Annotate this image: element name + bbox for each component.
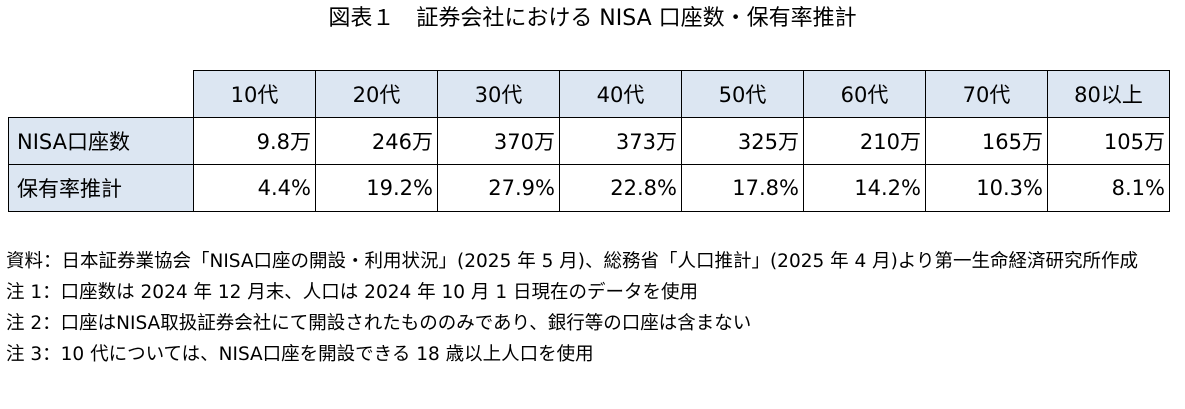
corner-cell — [8, 70, 194, 118]
cell: 19.2% — [315, 164, 438, 212]
cell: 22.8% — [559, 164, 682, 212]
note: 注 1：口座数は 2024 年 12 月末、人口は 2024 年 10 月 1 … — [6, 282, 698, 303]
cell: 105万 — [1047, 117, 1170, 165]
cell: 17.8% — [681, 164, 804, 212]
table-row: NISA口座数 9.8万 246万 370万 373万 325万 210万 165万 105万 — [8, 117, 1170, 165]
note: 注 2：口座はNISA取扱証券会社にて開設されたもののみであり、銀行等の口座は含… — [6, 313, 752, 334]
cell: 4.4% — [193, 164, 316, 212]
column-header: 10代 — [193, 70, 316, 118]
column-header: 80以上 — [1047, 70, 1170, 118]
title: 図表１ 証券会社における NISA 口座数・保有率推計 — [328, 6, 857, 31]
column-header: 20代 — [315, 70, 438, 118]
cell: 9.8万 — [193, 117, 316, 165]
column-header: 50代 — [681, 70, 804, 118]
note: 注 3：10 代については、NISA口座を開設できる 18 歳以上人口を使用 — [6, 344, 594, 365]
data-table: 10代 20代 30代 40代 50代 60代 70代 80以上 NISA口座数 9.8万 246万… — [8, 70, 1170, 212]
row-label: 保有率推計 — [8, 164, 194, 212]
table-row: 保有率推計 4.4% 19.2% 27.9% 22.8% 17.8% 14.2% 10.3% 8… — [8, 164, 1170, 212]
column-header: 30代 — [437, 70, 560, 118]
note: 資料：日本証券業協会「NISA口座の開設・利用状況」(2025 年 5 月)、総… — [6, 251, 1139, 272]
cell: 14.2% — [803, 164, 926, 212]
column-header: 70代 — [925, 70, 1048, 118]
notes: 資料：日本証券業協会「NISA口座の開設・利用状況」(2025 年 5 月)、総… — [6, 246, 1181, 370]
cell: 210万 — [803, 117, 926, 165]
cell: 8.1% — [1047, 164, 1170, 212]
row-label: NISA口座数 — [8, 117, 194, 165]
cell: 370万 — [437, 117, 560, 165]
column-header: 40代 — [559, 70, 682, 118]
cell: 27.9% — [437, 164, 560, 212]
cell: 165万 — [925, 117, 1048, 165]
column-header: 60代 — [803, 70, 926, 118]
cell: 246万 — [315, 117, 438, 165]
cell: 325万 — [681, 117, 804, 165]
cell: 10.3% — [925, 164, 1048, 212]
cell: 373万 — [559, 117, 682, 165]
header-row: 10代 20代 30代 40代 50代 60代 70代 80以上 — [8, 70, 1170, 118]
